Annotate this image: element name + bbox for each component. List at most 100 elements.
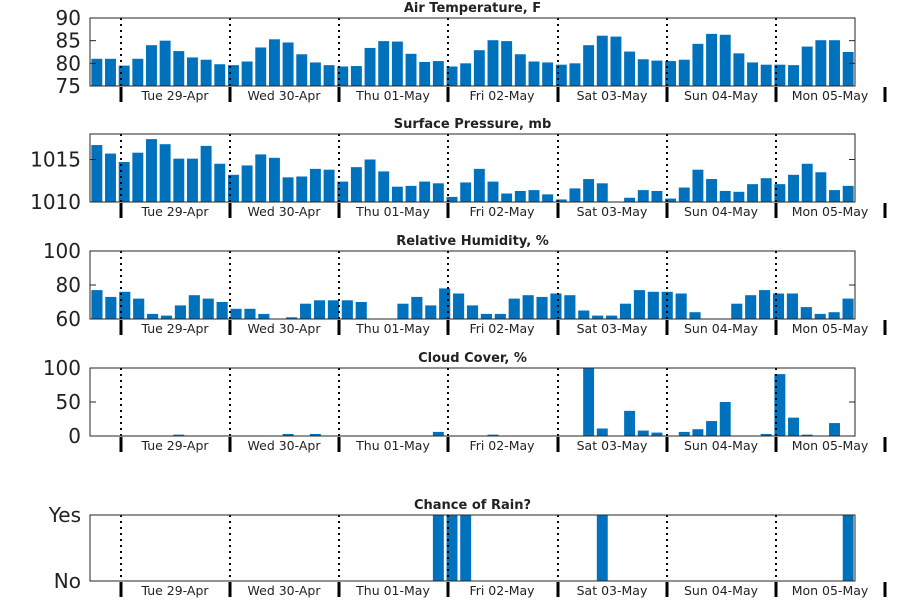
day-marker-p3-6 bbox=[665, 320, 669, 335]
bar-p2-40 bbox=[624, 197, 636, 202]
bar-p3-18 bbox=[327, 300, 339, 319]
day-marker-p2-6 bbox=[665, 203, 669, 218]
bar-p3-33 bbox=[536, 296, 548, 319]
bar-p1-55 bbox=[829, 40, 840, 86]
xtick-label-p3-6: Sun 04-May bbox=[684, 321, 759, 336]
day-marker-p5-7 bbox=[774, 582, 778, 597]
bar-p2-4 bbox=[132, 152, 144, 202]
xtick-label-p2-2: Wed 30-Apr bbox=[248, 204, 322, 219]
bar-p1-19 bbox=[337, 66, 349, 86]
bar-p2-24 bbox=[405, 185, 417, 202]
bar-p4-38 bbox=[596, 428, 608, 436]
bar-p2-48 bbox=[733, 191, 745, 202]
ytick-label-p5-2: Yes bbox=[48, 503, 81, 527]
ytick-label-p4-1: 0 bbox=[68, 424, 81, 448]
day-marker-p5-4 bbox=[446, 582, 450, 597]
bar-p2-31 bbox=[501, 193, 513, 202]
bar-p1-1 bbox=[91, 58, 103, 86]
bar-p1-10 bbox=[214, 64, 226, 86]
bar-p1-39 bbox=[610, 36, 622, 86]
bar-p4-51 bbox=[774, 374, 786, 436]
bar-p2-9 bbox=[200, 145, 212, 202]
day-marker-p4-2 bbox=[228, 437, 232, 452]
xtick-label-p2-3: Thu 01-May bbox=[355, 204, 430, 219]
day-marker-p1-3 bbox=[337, 87, 341, 102]
bar-p4-45 bbox=[692, 429, 704, 436]
xtick-label-p1-7: Mon 05-May bbox=[792, 88, 869, 103]
bar-p2-32 bbox=[514, 190, 526, 202]
bar-p3-39 bbox=[619, 303, 632, 319]
bar-p2-10 bbox=[214, 163, 226, 202]
bar-p4-52 bbox=[788, 417, 799, 436]
day-marker-p2-8 bbox=[883, 203, 887, 218]
xtick-label-p4-1: Tue 29-Apr bbox=[140, 438, 209, 453]
day-marker-p3-8 bbox=[883, 320, 887, 335]
bar-p3-47 bbox=[731, 303, 743, 319]
bar-p3-15 bbox=[286, 317, 298, 319]
bar-p2-6 bbox=[159, 144, 171, 202]
day-marker-p3-3 bbox=[337, 320, 341, 335]
xtick-label-p2-6: Sun 04-May bbox=[684, 204, 759, 219]
day-marker-p1-8 bbox=[883, 87, 887, 102]
bar-p1-31 bbox=[501, 41, 513, 86]
bar-p1-17 bbox=[309, 62, 321, 86]
bar-p1-41 bbox=[637, 59, 649, 86]
bar-p1-45 bbox=[692, 43, 704, 86]
bar-p3-55 bbox=[842, 298, 854, 319]
bar-p3-40 bbox=[633, 290, 645, 319]
bar-p2-16 bbox=[296, 176, 308, 202]
axes-frame-p5 bbox=[89, 514, 856, 582]
bar-p2-41 bbox=[637, 190, 649, 202]
bar-p3-20 bbox=[355, 302, 367, 319]
bar-p4-40 bbox=[624, 410, 636, 436]
bar-p3-9 bbox=[202, 298, 214, 319]
bar-p3-52 bbox=[800, 307, 812, 319]
bar-p3-5 bbox=[147, 313, 159, 319]
bar-p2-13 bbox=[255, 154, 267, 202]
bar-p2-36 bbox=[569, 188, 581, 202]
bar-p1-52 bbox=[788, 65, 799, 86]
bar-p2-23 bbox=[391, 186, 403, 202]
xtick-label-p4-5: Sat 03-May bbox=[577, 438, 648, 453]
bar-p3-43 bbox=[675, 293, 687, 319]
bar-p1-21 bbox=[364, 47, 376, 86]
bar-p3-53 bbox=[814, 313, 826, 319]
axes-frame-p4 bbox=[89, 367, 856, 437]
bar-p2-52 bbox=[788, 174, 799, 202]
bar-p2-56 bbox=[842, 185, 854, 202]
ytick-label-p3-2: 80 bbox=[56, 273, 81, 297]
ytick-label-p1-2: 80 bbox=[56, 51, 81, 75]
bar-p1-44 bbox=[678, 59, 690, 86]
bar-p1-40 bbox=[624, 51, 636, 86]
bar-p2-1 bbox=[91, 145, 103, 202]
bar-p2-54 bbox=[815, 172, 827, 202]
bar-p2-20 bbox=[350, 167, 362, 202]
bar-p1-37 bbox=[583, 45, 595, 86]
ytick-label-p2-1: 1010 bbox=[30, 190, 81, 214]
bar-p2-19 bbox=[337, 181, 349, 202]
bar-p3-28 bbox=[466, 305, 479, 319]
xtick-label-p1-4: Fri 02-May bbox=[469, 88, 535, 103]
bar-p4-17 bbox=[309, 433, 321, 436]
bar-p3-17 bbox=[313, 300, 326, 319]
bar-p3-3 bbox=[119, 291, 131, 319]
bar-p3-2 bbox=[105, 296, 117, 319]
day-marker-p5-5 bbox=[556, 582, 560, 597]
bar-p2-17 bbox=[309, 168, 321, 202]
day-marker-p5-1 bbox=[119, 582, 123, 597]
bar-p4-30 bbox=[487, 434, 499, 436]
bar-p2-28 bbox=[460, 182, 472, 202]
bar-p4-41 bbox=[637, 430, 649, 436]
bar-p2-38 bbox=[596, 183, 608, 202]
bar-p3-51 bbox=[786, 293, 798, 319]
bar-p1-3 bbox=[118, 65, 130, 86]
bar-p1-48 bbox=[733, 53, 745, 86]
bar-p1-42 bbox=[651, 60, 663, 86]
ytick-label-p1-4: 90 bbox=[56, 6, 81, 30]
ytick-label-p4-3: 100 bbox=[43, 356, 81, 380]
xtick-label-p1-1: Tue 29-Apr bbox=[140, 88, 209, 103]
bar-p2-34 bbox=[542, 194, 554, 202]
bar-p2-2 bbox=[105, 153, 116, 202]
bar-p2-14 bbox=[268, 157, 280, 202]
xtick-label-p5-4: Fri 02-May bbox=[469, 583, 535, 598]
